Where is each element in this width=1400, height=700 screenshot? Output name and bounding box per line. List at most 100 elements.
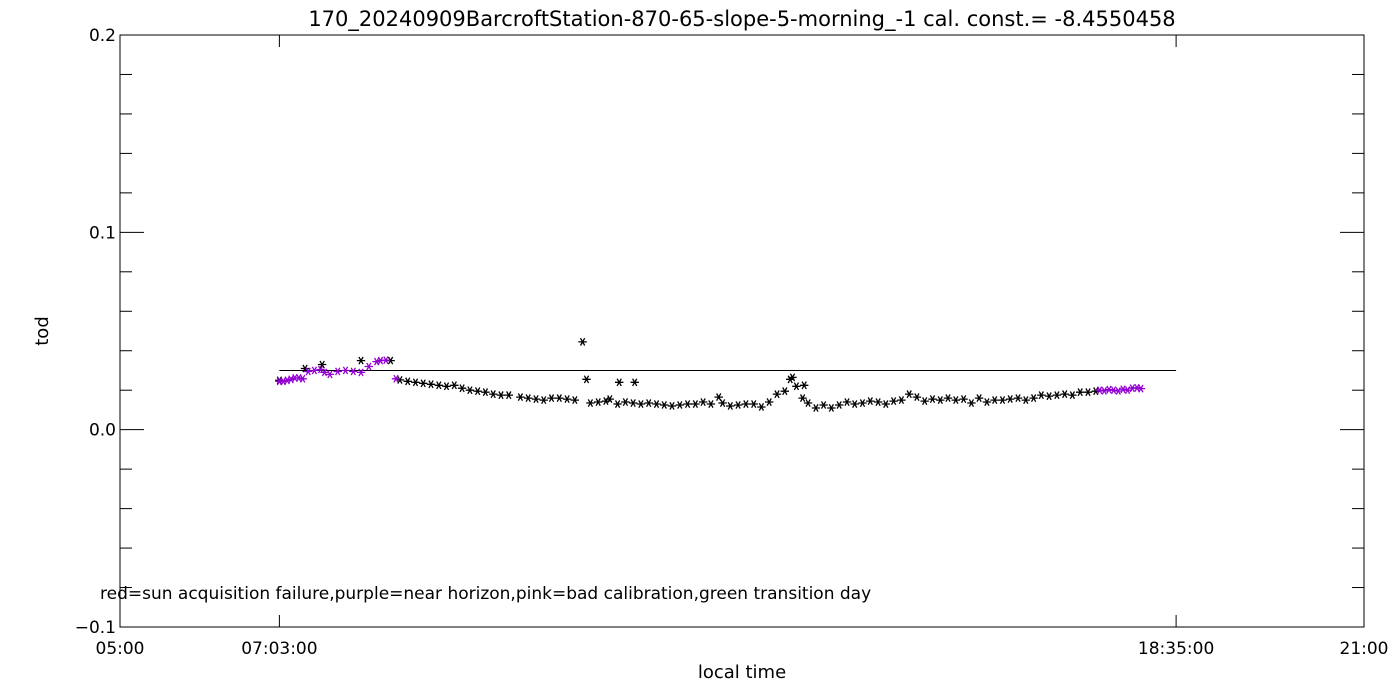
data-point	[524, 394, 533, 403]
data-point-near-horizon	[298, 374, 307, 383]
data-point	[967, 399, 976, 408]
data-point	[403, 377, 412, 386]
data-point	[905, 390, 914, 399]
color-legend-note: red=sun acquisition failure,purple=near …	[100, 584, 871, 604]
data-point-near-horizon	[356, 368, 366, 377]
data-point	[1021, 396, 1030, 405]
data-point	[356, 356, 366, 365]
data-point-near-horizon	[310, 366, 319, 375]
data-point	[465, 386, 475, 395]
y-tick-label: −0.1	[75, 618, 116, 638]
data-point	[457, 384, 467, 393]
data-point	[912, 393, 922, 402]
y-axis-label: tod	[32, 316, 53, 346]
data-point	[547, 394, 556, 403]
data-point	[615, 378, 624, 387]
data-point	[889, 397, 898, 406]
plot-frame	[119, 34, 1365, 628]
x-tick-label: 07:03:00	[241, 639, 317, 659]
data-point	[562, 395, 572, 404]
y-tick-label: 0.0	[89, 421, 116, 441]
data-point	[788, 373, 797, 382]
data-point	[772, 390, 782, 399]
data-point	[757, 402, 766, 411]
data-point	[998, 396, 1007, 405]
data-point	[660, 401, 669, 409]
data-point	[792, 382, 801, 391]
data-point	[800, 381, 809, 390]
data-point	[613, 400, 622, 409]
data-point-near-horizon	[1136, 384, 1146, 393]
data-point-near-horizon	[333, 367, 342, 376]
data-point	[531, 395, 541, 404]
data-point	[959, 395, 968, 404]
data-point	[982, 398, 992, 407]
x-tick-label: 18:35:00	[1138, 639, 1214, 659]
data-point-near-horizon	[304, 367, 313, 376]
data-point	[426, 380, 436, 389]
data-point-near-horizon	[349, 367, 358, 376]
data-point	[628, 399, 638, 408]
data-point	[827, 403, 836, 412]
data-point	[943, 394, 953, 403]
data-point	[897, 396, 906, 405]
axis-ticks	[119, 34, 1365, 628]
data-point	[644, 399, 653, 408]
data-point	[1044, 392, 1054, 401]
data-point	[990, 396, 999, 405]
data-point	[450, 381, 459, 390]
data-point	[570, 396, 579, 405]
data-point	[481, 388, 490, 397]
data-point	[636, 400, 646, 409]
data-point-near-horizon	[325, 370, 335, 379]
data-point	[1060, 390, 1069, 399]
data-point	[667, 401, 677, 410]
data-point	[442, 382, 451, 391]
data-point	[411, 378, 420, 387]
data-point	[419, 379, 428, 388]
data-point	[974, 394, 984, 403]
data-point	[473, 387, 482, 396]
axis-tick-labels: −0.1 0.0 0.1 0.2 05:00 07:03:00 18:35:00 21:00	[75, 26, 1389, 659]
data-point	[1029, 394, 1038, 403]
data-point	[850, 400, 859, 409]
data-point	[706, 400, 716, 409]
data-points	[275, 337, 1146, 412]
data-point-near-horizon	[341, 366, 350, 375]
data-point	[489, 390, 498, 399]
data-point	[555, 394, 564, 403]
data-point	[496, 391, 506, 400]
data-point	[434, 381, 443, 390]
data-point-near-horizon	[1100, 386, 1109, 395]
x-axis-label: local time	[698, 662, 786, 683]
data-point	[539, 396, 548, 405]
data-point	[873, 398, 883, 407]
data-point	[652, 400, 661, 409]
data-point	[835, 401, 844, 409]
data-point	[780, 387, 789, 396]
data-point	[1068, 391, 1077, 400]
data-point	[586, 399, 595, 408]
data-point	[718, 399, 727, 408]
data-point	[1076, 388, 1085, 397]
data-point-near-horizon	[1118, 385, 1128, 394]
data-point-near-horizon	[381, 356, 391, 365]
data-point	[698, 398, 708, 407]
data-point-near-horizon	[364, 362, 373, 371]
data-point	[733, 401, 743, 409]
data-point	[516, 393, 525, 402]
data-point	[1006, 395, 1015, 404]
x-tick-label: 05:00	[96, 639, 145, 659]
data-point	[726, 401, 735, 410]
data-point	[714, 393, 723, 402]
data-point	[1037, 391, 1046, 400]
data-point	[749, 400, 758, 409]
data-point	[798, 394, 807, 403]
data-point-near-horizon	[391, 374, 401, 383]
data-point	[928, 395, 937, 404]
data-point	[683, 400, 692, 409]
data-point	[594, 398, 603, 407]
data-point	[582, 375, 591, 384]
data-point	[842, 398, 852, 407]
